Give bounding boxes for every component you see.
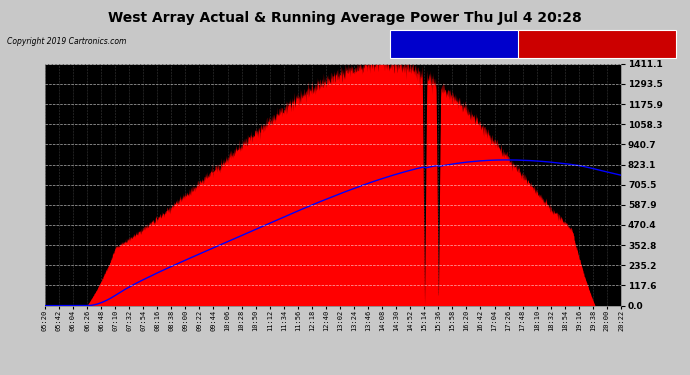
Text: West Array Actual & Running Average Power Thu Jul 4 20:28: West Array Actual & Running Average Powe… xyxy=(108,11,582,25)
Text: Copyright 2019 Cartronics.com: Copyright 2019 Cartronics.com xyxy=(7,38,126,46)
Text: Average  (DC Watts): Average (DC Watts) xyxy=(417,39,504,48)
Text: West Array  (DC Watts): West Array (DC Watts) xyxy=(546,39,648,48)
